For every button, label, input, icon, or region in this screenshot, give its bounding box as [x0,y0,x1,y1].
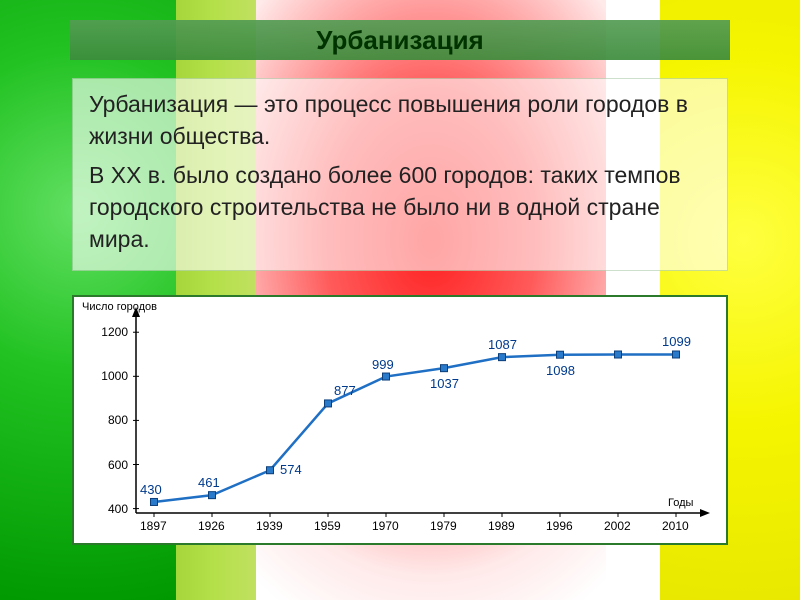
data-point-label: 877 [334,383,356,398]
data-point-label: 1099 [662,334,691,349]
y-tick-label: 600 [108,458,128,472]
data-point-label: 999 [372,357,394,372]
data-point-label: 461 [198,475,220,490]
y-tick-label: 1000 [101,369,128,383]
spacer [89,152,711,160]
x-axis-title: Годы [668,497,693,509]
paragraph-1: Урбанизация — это процесс повышения роли… [89,89,711,152]
data-point-label: 574 [280,462,302,477]
x-tick-label: 1939 [256,519,283,533]
definition-box: Урбанизация — это процесс повышения роли… [72,78,728,271]
y-tick-label: 800 [108,413,128,427]
data-point-label: 1098 [546,363,575,378]
cities-line-chart: Число городов Годы 400 600 800 1000 1200 1897… [72,295,728,545]
y-tick-label: 400 [108,502,128,516]
x-tick-label: 1897 [140,519,167,533]
data-point-label: 1037 [430,376,459,391]
chart-svg [74,297,726,543]
x-tick-label: 2010 [662,519,689,533]
x-tick-label: 1959 [314,519,341,533]
y-tick-label: 1200 [101,325,128,339]
x-tick-label: 1989 [488,519,515,533]
data-point-label: 430 [140,482,162,497]
x-tick-label: 1926 [198,519,225,533]
x-tick-label: 1970 [372,519,399,533]
paragraph-2: В XX в. было создано более 600 городов: … [89,160,711,255]
x-tick-label: 1979 [430,519,457,533]
title-text: Урбанизация [316,25,483,56]
y-axis-title: Число городов [82,301,157,313]
x-tick-label: 2002 [604,519,631,533]
x-tick-label: 1996 [546,519,573,533]
title-bar: Урбанизация [70,20,730,60]
slide: Урбанизация Урбанизация — это процесс по… [0,0,800,600]
data-point-label: 1087 [488,337,517,352]
